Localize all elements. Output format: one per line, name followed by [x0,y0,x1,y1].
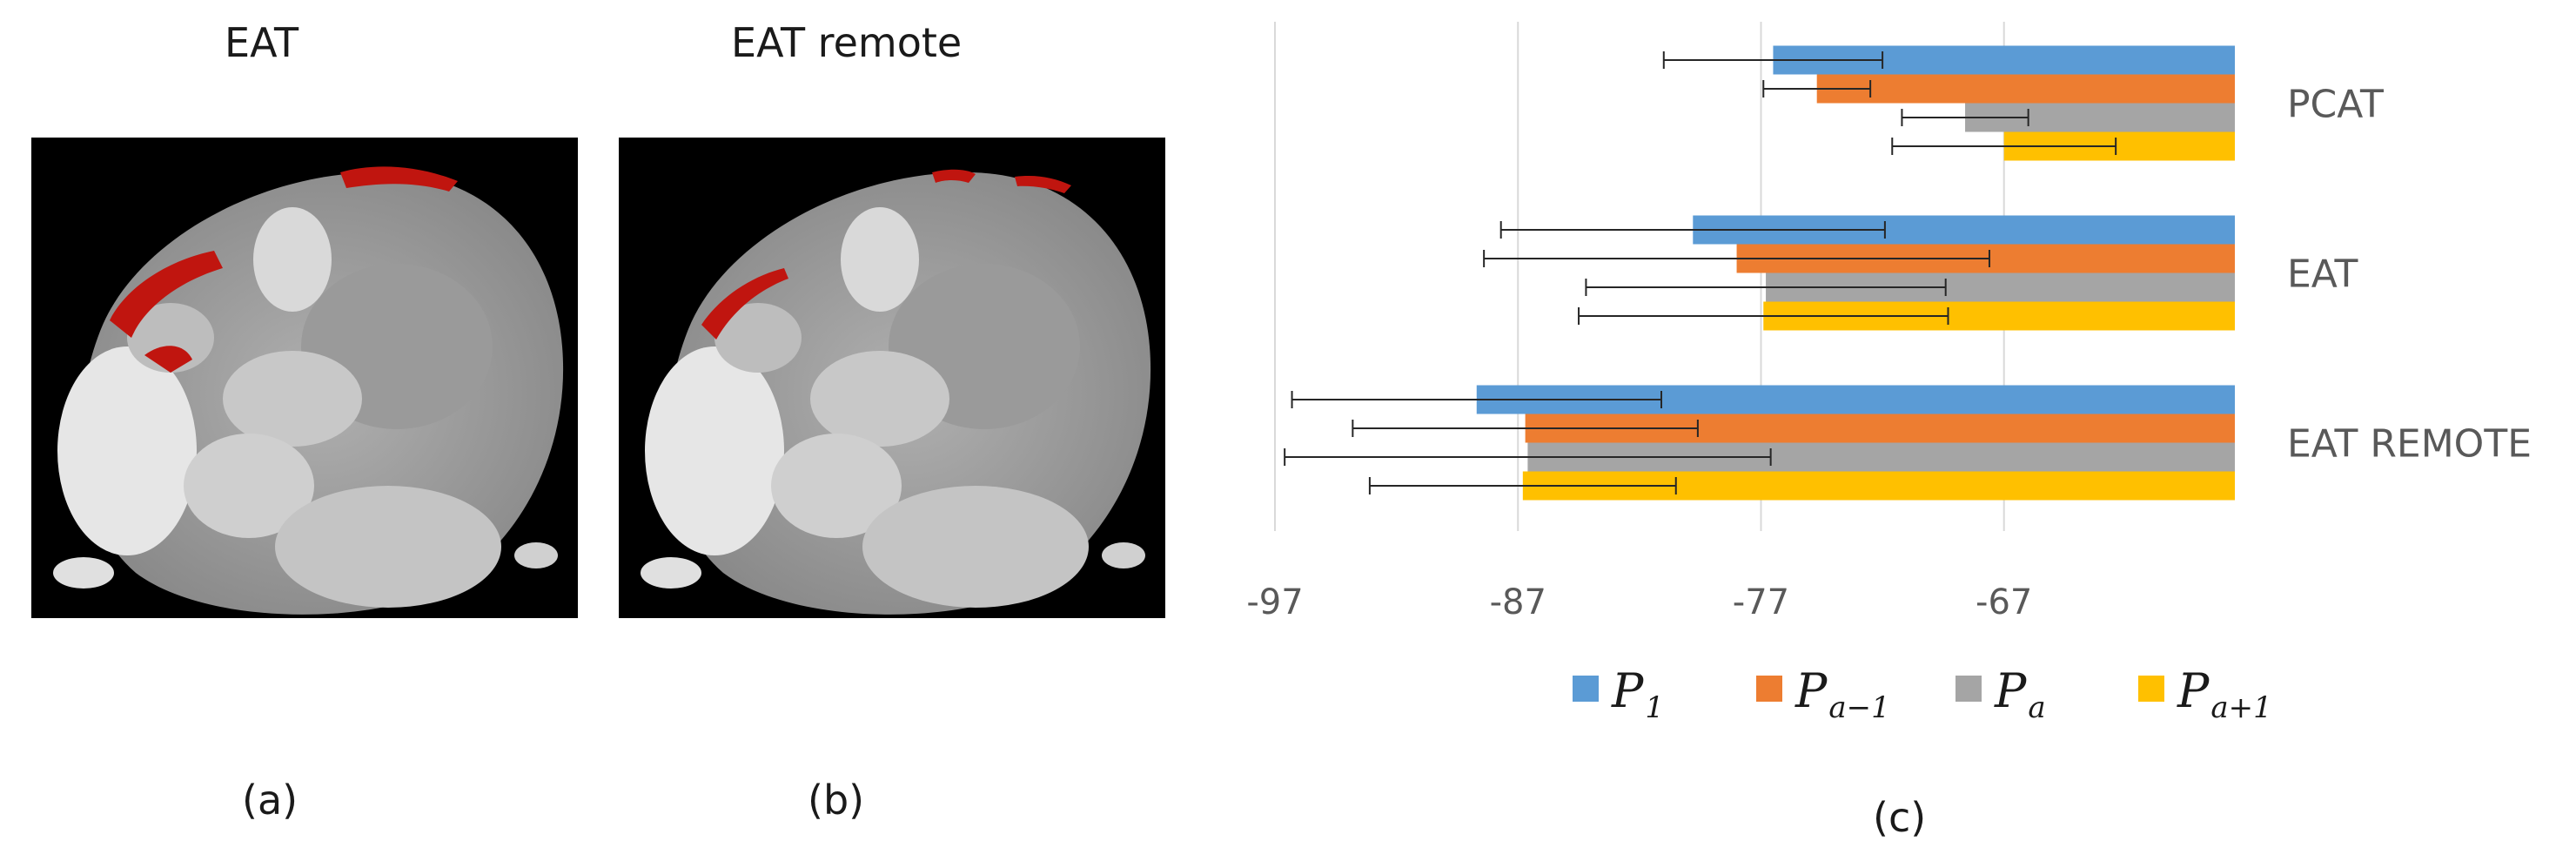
panel-b-caption: (b) [808,777,865,824]
ct-image-eat [31,138,578,618]
legend-entry: Pa−1 [1794,663,1890,725]
legend-entry: P1 [1611,663,1664,725]
bar [1816,74,2235,104]
eat-segmentation-top [340,166,458,192]
x-tick-labels: -97 -87 -77 -67 [1246,582,2032,622]
x-tick-label: -77 [1733,582,1789,622]
x-tick-label: -87 [1490,582,1546,622]
panel-a-caption: (a) [242,777,299,824]
x-tick-label: -97 [1246,582,1303,622]
ct-image-eat-remote [619,138,1165,618]
legend-swatch [1955,676,1982,702]
legend-swatch [1573,676,1599,702]
legend-swatch [1756,676,1782,702]
ct-scan-eat-remote-graphic [619,138,1165,618]
eat-segmentation-left [110,251,223,338]
category-labels: PCAT EAT EAT REMOTE [2287,83,2532,467]
category-label: PCAT [2287,83,2384,127]
eat-remote-segmentation-top [932,169,976,183]
panel-a-title: EAT [225,19,299,66]
error-bar-layer [1284,51,2117,494]
legend-entry: Pa [1994,663,2046,725]
category-label: EAT REMOTE [2287,422,2532,467]
bar-layer [1476,45,2235,501]
legend: P1 Pa−1 Pa Pa+1 [1573,663,2272,725]
category-label: EAT [2287,252,2358,297]
legend-swatch [2138,676,2164,702]
ct-scan-eat-graphic [31,138,578,618]
eat-remote-segmentation-left [701,268,788,340]
x-tick-label: -67 [1976,582,2032,622]
panel-b-title: EAT remote [731,19,963,66]
panel-c-caption: (c) [1873,794,1927,841]
legend-entry: Pa+1 [2177,663,2272,725]
